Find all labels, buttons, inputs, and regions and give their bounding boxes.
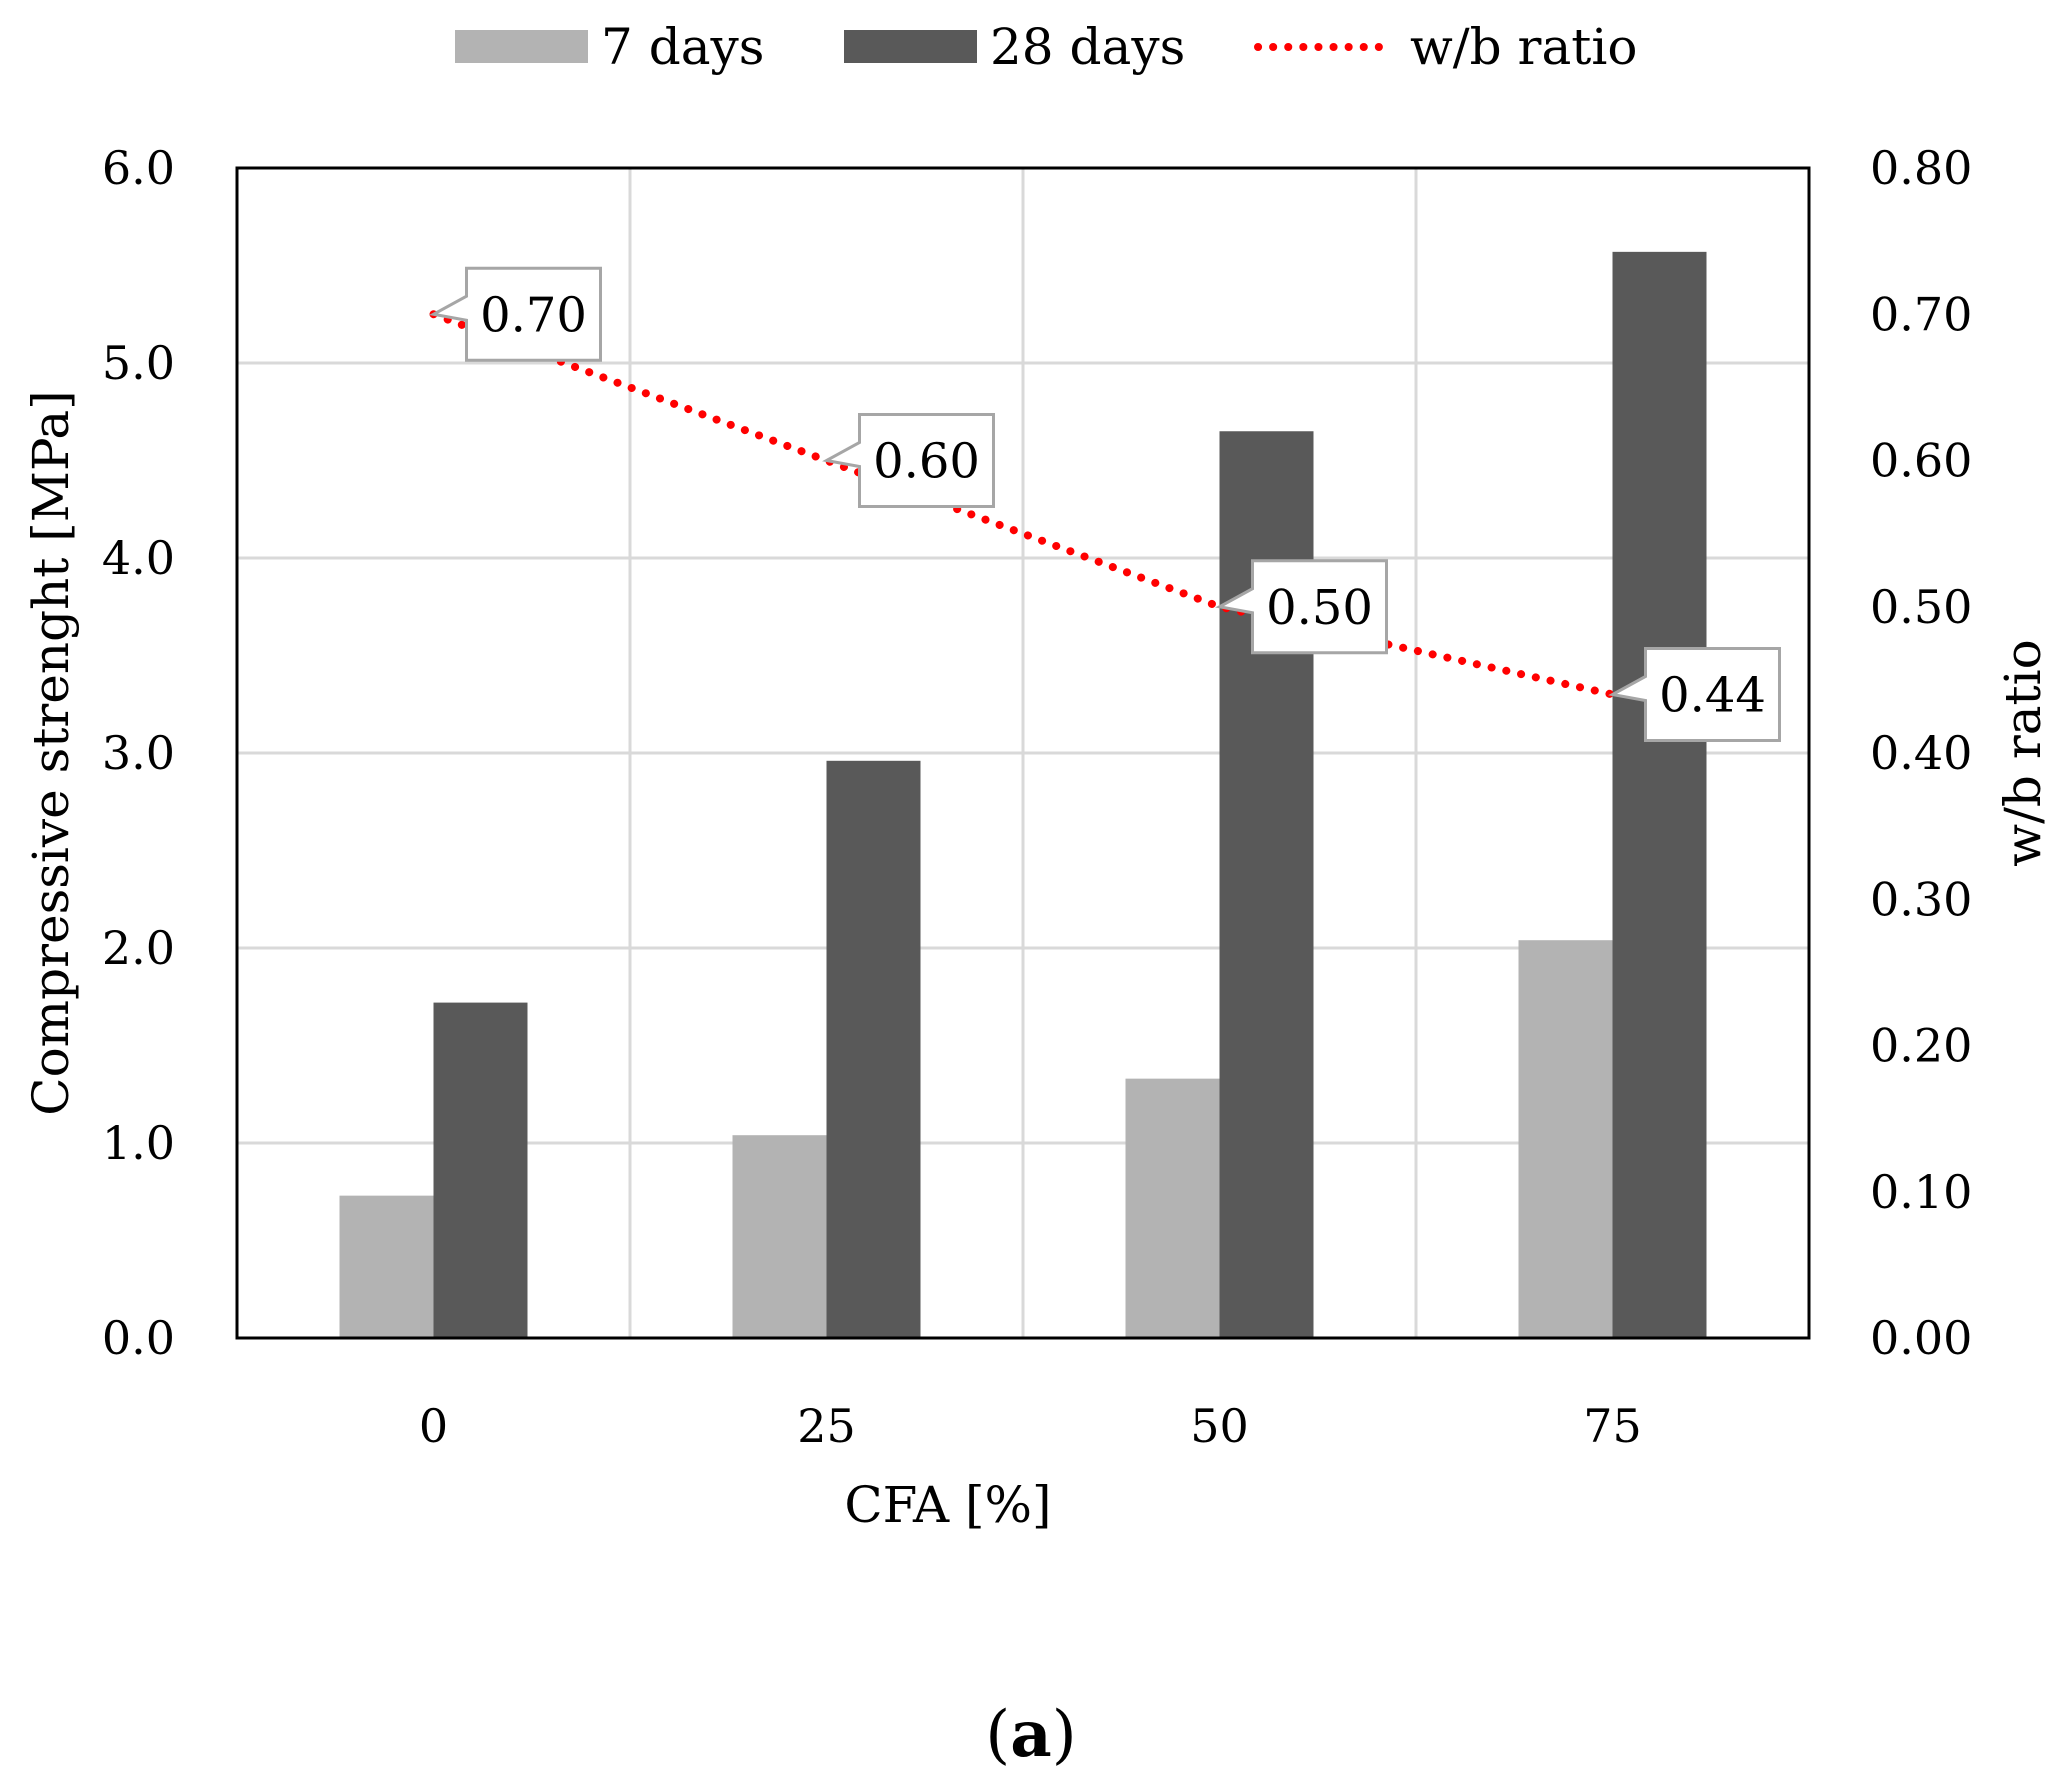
y2-tick-label: 0.80 [1870,141,1972,195]
legend-label-28-days: 28 days [990,18,1185,76]
y-tick-label: 0.0 [102,1311,175,1365]
y-tick-label: 6.0 [102,141,175,195]
plot-area-frame [235,166,1811,1340]
y2-tick-label: 0.60 [1870,434,1972,488]
y2-tick-label: 0.20 [1870,1019,1972,1073]
wb-ratio-data-label: 0.70 [480,287,587,343]
gridlines [237,168,1809,1338]
wb-ratio-callouts: 0.70 0.60 0.50 0.44 [429,266,1781,742]
wb-ratio-data-label: 0.50 [1266,580,1373,636]
y2-axis-title: w/b ratio [1994,639,2052,866]
wb-ratio-series-line [429,310,1617,699]
bar-7-days-25 [732,1135,827,1338]
y-tick-label: 1.0 [102,1116,175,1170]
x-tick-label-50: 50 [1190,1399,1249,1453]
y-tick-label: 5.0 [102,336,175,390]
y-tick-label: 3.0 [102,726,175,780]
y-tick-label: 2.0 [102,921,175,975]
bar-7-days-0 [339,1195,434,1338]
bar-28-days-25 [826,760,921,1338]
wb-ratio-callout-box-25 [822,413,995,508]
legend-label-7-days: 7 days [601,18,764,76]
y2-tick-label: 0.50 [1870,580,1972,634]
bar-28-days-0 [433,1002,528,1338]
wb-ratio-callout-box-75 [1608,647,1781,742]
panel-label: (a) [985,1697,1076,1772]
wb-ratio-callout-box-50 [1215,559,1388,655]
y2-tick-label: 0.10 [1870,1165,1972,1219]
y-tick-label: 4.0 [102,531,175,585]
x-axis-ticks: 0 25 50 75 [419,1399,1642,1453]
legend: 7 days 28 days w/b ratio [455,18,1637,76]
x-axis-title: CFA [%] [844,1476,1051,1534]
x-tick-label-25: 25 [797,1399,856,1453]
legend-swatch-28-days [844,30,977,63]
x-tick-label-0: 0 [419,1399,448,1453]
wb-ratio-data-label: 0.44 [1659,668,1766,724]
y2-tick-label: 0.00 [1870,1311,1972,1365]
y-axis-title: Compressive strenght [MPa] [22,390,80,1115]
y-axis-ticks: 0.0 1.0 2.0 3.0 4.0 5.0 6.0 [102,141,175,1365]
y2-tick-label: 0.30 [1870,872,1972,926]
panel-label-letter: a [1010,1697,1051,1772]
bars [339,251,1707,1339]
bar-7-days-75 [1518,940,1613,1338]
y2-axis-ticks: 0.00 0.10 0.20 0.30 0.40 0.50 0.60 0.70 0.80 [1870,141,1972,1365]
wb-ratio-data-label: 0.60 [873,434,980,490]
x-tick-label-75: 75 [1583,1399,1642,1453]
bar-7-days-50 [1125,1078,1220,1338]
legend-swatch-7-days [455,30,588,63]
y2-tick-label: 0.40 [1870,726,1972,780]
y2-tick-label: 0.70 [1870,287,1972,341]
bar-28-days-75 [1612,251,1707,1339]
legend-label-wb-ratio: w/b ratio [1410,18,1637,76]
wb-ratio-callout-box-0 [429,266,602,362]
